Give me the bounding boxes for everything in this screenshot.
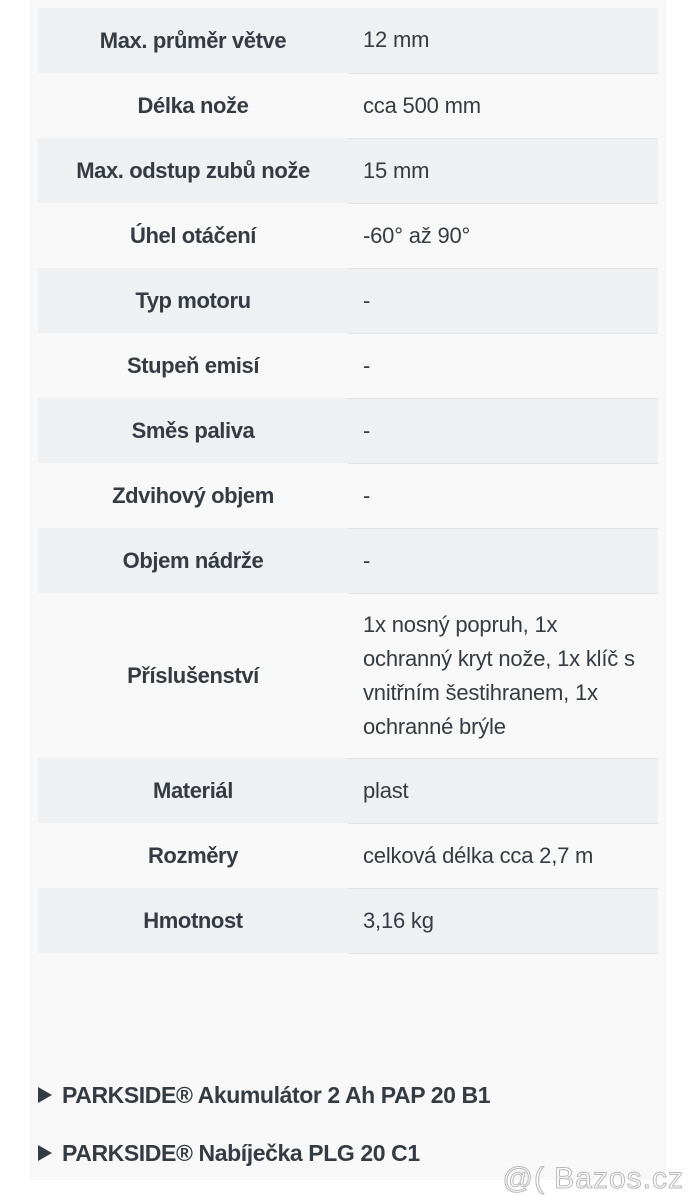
spec-value: - [348,268,658,334]
spec-value: - [348,398,658,464]
spec-row: Zdvihový objem - [38,463,658,529]
spec-value: celková délka cca 2,7 m [348,823,658,889]
spec-row: Délka nože cca 500 mm [38,73,658,139]
triangle-right-icon [38,1087,52,1103]
spec-value: cca 500 mm [348,73,658,139]
related-link-label: PARKSIDE® Akumulátor 2 Ah PAP 20 B1 [62,1081,491,1108]
spec-label: Délka nože [38,73,348,138]
related-link-charger[interactable]: PARKSIDE® Nabíječka PLG 20 C1 [38,1134,490,1172]
related-products: PARKSIDE® Akumulátor 2 Ah PAP 20 B1 PARK… [38,1076,491,1192]
spec-label: Zdvihový objem [38,463,348,528]
spec-row: Typ motoru - [38,268,658,334]
spec-value: 12 mm [348,8,658,74]
spec-label: Směs paliva [38,398,348,463]
spec-value: 3,16 kg [348,888,658,954]
spec-label: Materiál [38,758,348,823]
spec-row: Objem nádrže - [38,528,658,594]
spec-value: -60° až 90° [348,203,658,269]
triangle-right-icon [38,1145,52,1161]
spec-label: Rozměry [38,823,348,888]
spec-row: Max. odstup zubů nože 15 mm [38,138,658,204]
related-link-label: PARKSIDE® Nabíječka PLG 20 C1 [62,1139,420,1166]
spec-value: 1x nosný popruh, 1x ochranný kryt nože, … [348,593,658,759]
spec-label: Příslušenství [38,593,348,758]
related-link-battery[interactable]: PARKSIDE® Akumulátor 2 Ah PAP 20 B1 [38,1076,491,1114]
spec-label: Typ motoru [38,268,348,333]
spec-row: Rozměry celková délka cca 2,7 m [38,823,658,889]
spec-row: Stupeň emisí - [38,333,658,399]
spec-row: Max. průměr větve 12 mm [38,8,658,74]
spec-label: Max. odstup zubů nože [38,138,348,203]
spec-label: Max. průměr větve [38,8,348,73]
spec-label: Objem nádrže [38,528,348,593]
bazos-watermark: @( Bazos.cz [502,1162,684,1196]
spec-value: - [348,333,658,399]
spec-row: Směs paliva - [38,398,658,464]
spec-label: Úhel otáčení [38,203,348,268]
spec-label: Stupeň emisí [38,333,348,398]
spec-value: 15 mm [348,138,658,204]
spec-value: - [348,528,658,594]
spec-row: Materiál plast [38,758,658,824]
spec-value: plast [348,758,658,824]
spec-row: Příslušenství 1x nosný popruh, 1x ochrann… [38,593,658,759]
spec-row: Úhel otáčení -60° až 90° [38,203,658,269]
spec-value: - [348,463,658,529]
spec-label: Hmotnost [38,888,348,953]
specs-table: Max. průměr větve 12 mm Délka nože cca 500 … [38,8,658,954]
spec-row: Hmotnost 3,16 kg [38,888,658,954]
